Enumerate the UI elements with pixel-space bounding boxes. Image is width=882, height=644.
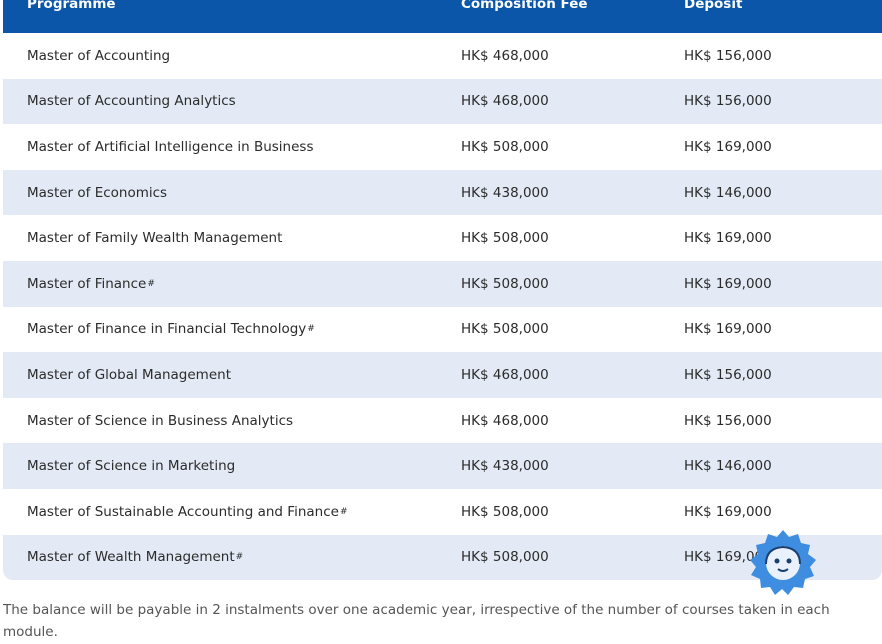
table-row: Master of Family Wealth Management HK$ 50… — [3, 215, 882, 261]
deposit-text: HK$ 169,000 — [684, 275, 772, 292]
table-row: Master of Sustainable Accounting and Fin… — [3, 489, 882, 535]
fee-text: HK$ 508,000 — [461, 230, 549, 247]
programme-cell: Master of Finance in Financial Technolog… — [27, 321, 315, 338]
fee-text: HK$ 508,000 — [461, 549, 549, 566]
header-cell: Composition Fee* — [461, 0, 593, 29]
programme-cell: Master of Science in Business Analytics — [27, 398, 293, 444]
header-row: Programme Composition Fee* Deposit — [3, 0, 882, 33]
programme-name: Master of Artificial Intelligence in Bus… — [27, 138, 314, 155]
deposit-cell: HK$ 169,000 — [684, 489, 772, 535]
header-text: Deposit — [684, 0, 743, 12]
fee-cell: HK$ 508,000 — [461, 489, 549, 535]
fee-cell: HK$ 508,000 — [461, 215, 549, 261]
deposit-cell: HK$ 156,000 — [684, 352, 772, 398]
programme-cell: Master of Economics — [27, 170, 167, 216]
table-row: Master of Science in Business Analytics H… — [3, 398, 882, 444]
fee-cell: HK$ 508,000 — [461, 124, 549, 170]
programme-name: Master of Sustainable Accounting and Fin… — [27, 503, 339, 520]
fee-text: HK$ 508,000 — [461, 503, 549, 520]
deposit-text: HK$ 156,000 — [684, 93, 772, 110]
deposit-text: HK$ 169,000 — [684, 138, 772, 155]
chat-mascot[interactable] — [748, 528, 818, 598]
fee-cell: HK$ 468,000 — [461, 398, 549, 444]
deposit-text: HK$ 169,000 — [684, 549, 772, 566]
fee-text: HK$ 508,000 — [461, 138, 549, 155]
fee-text: HK$ 468,000 — [461, 412, 549, 429]
table-row: Master of Global Management HK$ 468,000 HK… — [3, 352, 882, 398]
deposit-text: HK$ 169,000 — [684, 230, 772, 247]
deposit-text: HK$ 156,000 — [684, 366, 772, 383]
fee-cell: HK$ 508,000 — [461, 307, 549, 353]
programme-cell: Master of Science in Marketing — [27, 443, 235, 489]
deposit-cell: HK$ 156,000 — [684, 398, 772, 444]
programme-cell: Master of Accounting — [27, 33, 170, 79]
programme-name: Master of Global Management — [27, 366, 231, 383]
programme-cell: Master of Global Management — [27, 352, 231, 398]
table-row: Master of Economics HK$ 438,000 HK$ 146,00… — [3, 169, 882, 216]
deposit-cell: HK$ 169,000 — [684, 307, 772, 353]
table-row: Master of Accounting HK$ 468,000 HK$ 156,0… — [3, 33, 882, 79]
deposit-text: HK$ 169,000 — [684, 503, 772, 520]
programme-name: Master of Accounting — [27, 47, 171, 64]
programme-cell: Master of Accounting Analytics — [27, 79, 236, 125]
programme-name: Master of Finance — [27, 275, 147, 292]
fee-cell: HK$ 508,000 — [461, 261, 549, 307]
fee-cell: HK$ 468,000 — [461, 352, 549, 398]
programme-cell: Master of Finance # — [27, 275, 155, 292]
table-row: Master of Finance # HK$ 508,000 HK$ 169,000 — [3, 260, 882, 307]
header-cell: Programme — [27, 0, 116, 29]
fee-text: HK$ 508,000 — [461, 275, 549, 292]
fee-cell: HK$ 438,000 — [461, 170, 549, 216]
fee-cell: HK$ 468,000 — [461, 79, 549, 125]
fee-text: HK$ 468,000 — [461, 93, 549, 110]
programme-cell: Master of Sustainable Accounting and Fin… — [27, 503, 348, 520]
deposit-cell: HK$ 146,000 — [684, 170, 772, 216]
footnote: The balance will be payable in 2 instalm… — [3, 602, 830, 640]
fee-text: HK$ 438,000 — [461, 458, 549, 475]
fee-text: HK$ 468,000 — [461, 47, 549, 64]
programme-name: Master of Science in Business Analytics — [27, 412, 294, 429]
fee-cell: HK$ 508,000 — [461, 535, 549, 581]
deposit-cell: HK$ 156,000 — [684, 33, 772, 79]
programme-name: Master of Finance in Financial Technolog… — [27, 321, 307, 338]
deposit-cell: HK$ 169,000 — [684, 261, 772, 307]
table-row: Master of Finance in Financial Technolog… — [3, 307, 882, 353]
deposit-cell: HK$ 146,000 — [684, 443, 772, 489]
programme-name: Master of Accounting Analytics — [27, 93, 236, 110]
deposit-text: HK$ 169,000 — [684, 321, 772, 338]
table-row: Master of Accounting Analytics HK$ 468,00… — [3, 78, 882, 125]
programme-cell: Master of Family Wealth Management — [27, 215, 282, 261]
header-text: Programme — [27, 0, 116, 12]
header-text: Composition Fee — [461, 0, 588, 12]
deposit-text: HK$ 156,000 — [684, 412, 772, 429]
fee-cell: HK$ 438,000 — [461, 443, 549, 489]
deposit-text: HK$ 156,000 — [684, 47, 772, 64]
fee-text: HK$ 508,000 — [461, 321, 549, 338]
fee-text: HK$ 468,000 — [461, 366, 549, 383]
table-row: Master of Artificial Intelligence in Bus… — [3, 124, 882, 170]
programme-cell: Master of Artificial Intelligence in Bus… — [27, 124, 314, 170]
deposit-cell: HK$ 169,000 — [684, 215, 772, 261]
programme-name: Master of Family Wealth Management — [27, 230, 283, 247]
header-cell: Deposit — [684, 0, 742, 29]
deposit-cell: HK$ 156,000 — [684, 79, 772, 125]
table-row: Master of Wealth Management # HK$ 508,000 H… — [3, 534, 882, 581]
deposit-cell: HK$ 169,000 — [684, 124, 772, 170]
deposit-cell: HK$ 169,000 — [684, 535, 772, 581]
fee-cell: HK$ 468,000 — [461, 33, 549, 79]
programme-name: Master of Economics — [27, 184, 168, 201]
programme-cell: Master of Wealth Management # — [27, 549, 244, 566]
deposit-text: HK$ 146,000 — [684, 184, 772, 201]
programme-name: Master of Wealth Management — [27, 549, 235, 566]
fee-table: Programme Composition Fee* Deposit Maste… — [3, 0, 882, 581]
table-row: Master of Science in Marketing HK$ 438,00… — [3, 443, 882, 489]
programme-name: Master of Science in Marketing — [27, 458, 236, 475]
fee-text: HK$ 438,000 — [461, 184, 549, 201]
deposit-text: HK$ 146,000 — [684, 458, 772, 475]
